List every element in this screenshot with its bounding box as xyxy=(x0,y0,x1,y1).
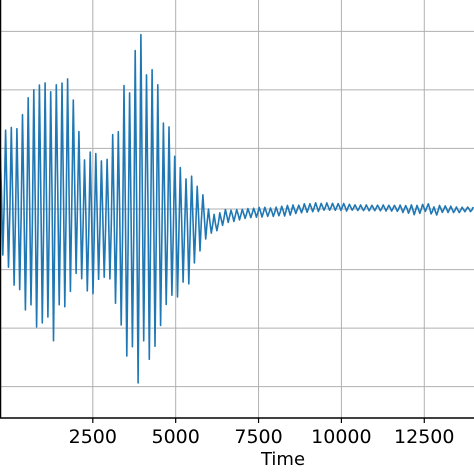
series-line xyxy=(0,33,474,384)
series-layer xyxy=(0,33,474,384)
x-axis-label: Time xyxy=(260,449,305,470)
x-tick-label-3: 10000 xyxy=(311,426,371,448)
x-tick-label-4: 12500 xyxy=(394,426,454,448)
x-tick-label-0: 2500 xyxy=(69,426,117,448)
x-tick-label-1: 5000 xyxy=(151,426,199,448)
x-axis-ticks: 2500 5000 7500 10000 12500 xyxy=(69,418,455,448)
axes-frame xyxy=(0,0,474,419)
x-tick-label-2: 7500 xyxy=(234,426,282,448)
